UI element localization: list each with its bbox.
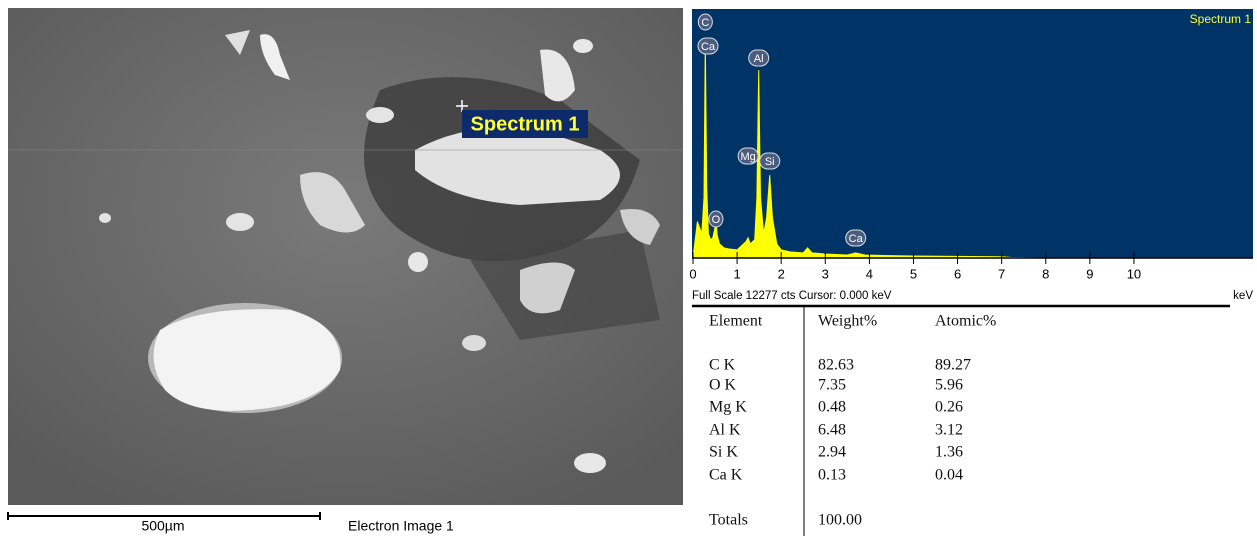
x-tick-label: 3	[822, 266, 829, 281]
table-total: 100.00	[818, 512, 862, 529]
footer: Full Scale 12277 cts Cursor: 0.000 keV	[692, 290, 892, 302]
table-cell: Al K	[709, 422, 741, 439]
chart-title: Spectrum 1	[1190, 12, 1252, 26]
x-tick-label: 0	[689, 266, 696, 281]
table-cell: Mg K	[709, 399, 747, 416]
table-cell: 7.35	[818, 377, 846, 394]
peak-label: C	[701, 17, 709, 29]
page: Spectrum 1 500µm Electron Image 1 Spectr…	[0, 0, 1257, 536]
plot-area	[692, 9, 1253, 258]
table-cell: 89.27	[935, 357, 971, 374]
x-tick-label: 6	[954, 266, 961, 281]
x-tick-label: 8	[1042, 266, 1049, 281]
scale-label: 500µm	[141, 518, 184, 534]
peak-label: Mg	[740, 151, 755, 163]
x-tick-label: 7	[998, 266, 1005, 281]
table-cell: 0.48	[818, 399, 846, 416]
x-unit: keV	[1233, 290, 1253, 302]
scale-bar: 500µm Electron Image 1	[8, 512, 454, 534]
table: Element Weight% Atomic% C K 82.63 89.27 O K 7.3…	[709, 313, 996, 529]
table-cell: C K	[709, 357, 736, 374]
x-tick-label: 10	[1127, 266, 1141, 281]
peak-label: Al	[754, 53, 764, 65]
table-cell: 0.26	[935, 399, 963, 416]
table-cell: Si K	[709, 444, 738, 461]
peak-label: Si	[765, 156, 775, 168]
table-cell: Ca K	[709, 467, 743, 484]
table-header: Element	[709, 313, 763, 330]
peak-label: O	[712, 214, 721, 226]
table-cell: 0.04	[935, 467, 963, 484]
table-total: Totals	[709, 512, 748, 529]
image-caption: Electron Image 1	[348, 518, 454, 534]
sem-image: Spectrum 1	[8, 8, 683, 505]
x-tick-label: 1	[733, 266, 740, 281]
table-cell: 82.63	[818, 357, 854, 374]
peak-label: Ca	[701, 41, 716, 53]
table-cell: 2.94	[818, 444, 846, 461]
x-tick-label: 2	[778, 266, 785, 281]
table-cell: 1.36	[935, 444, 963, 461]
table-cell: 3.12	[935, 422, 963, 439]
x-tick-label: 4	[866, 266, 873, 281]
x-tick-label: 9	[1086, 266, 1093, 281]
table-header: Atomic%	[935, 313, 996, 330]
table-cell: 5.96	[935, 377, 963, 394]
x-tick-label: 5	[910, 266, 917, 281]
table-header: Weight%	[818, 313, 877, 330]
table-cell: 6.48	[818, 422, 846, 439]
table-cell: 0.13	[818, 467, 846, 484]
table-cell: O K	[709, 377, 737, 394]
marker-label: Spectrum 1	[471, 113, 580, 135]
peak-label: Ca	[849, 233, 864, 245]
